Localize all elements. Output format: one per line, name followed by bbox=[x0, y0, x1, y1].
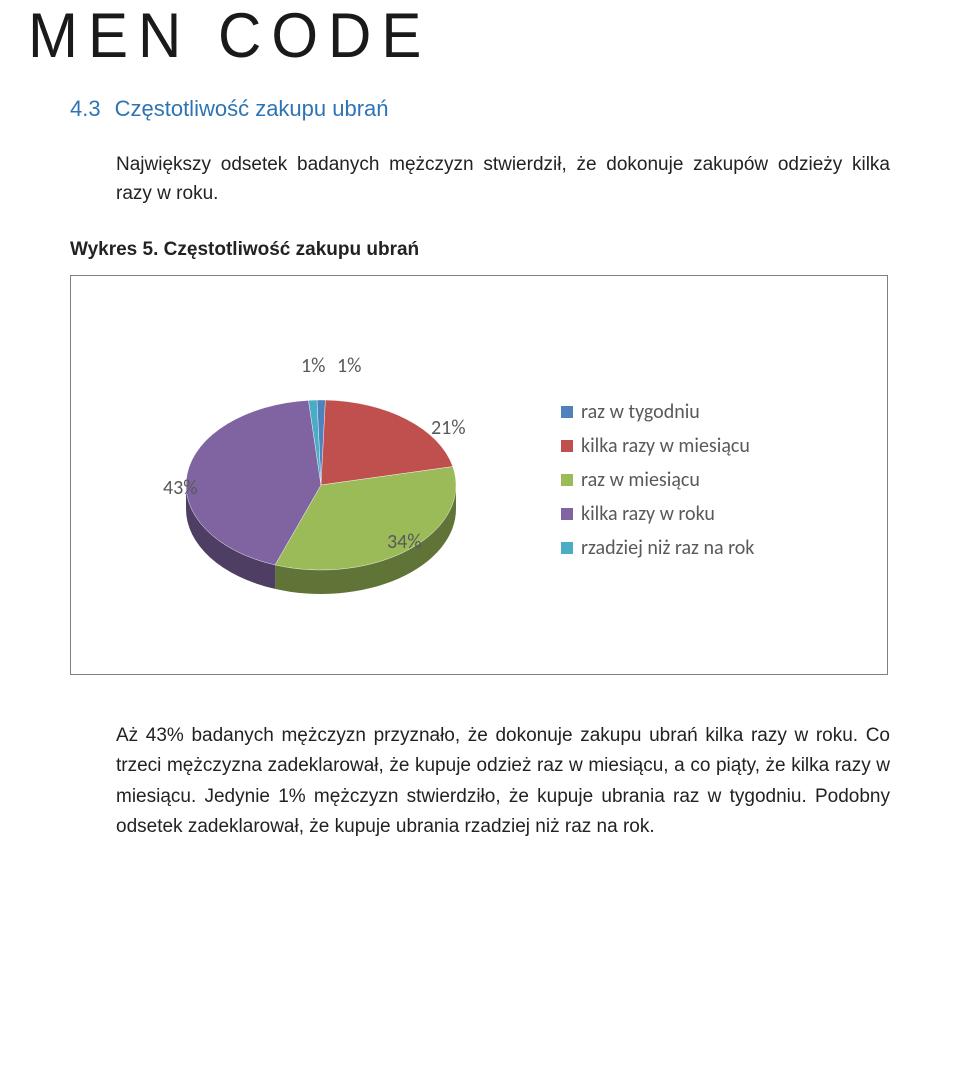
legend-swatch bbox=[561, 542, 573, 554]
legend-label: kilka razy w roku bbox=[581, 502, 715, 526]
legend-swatch bbox=[561, 474, 573, 486]
legend-swatch bbox=[561, 508, 573, 520]
brand-logo: MEN CODE bbox=[0, 0, 960, 68]
legend-item: rzadziej niż raz na rok bbox=[561, 536, 867, 560]
legend-item: kilka razy w roku bbox=[561, 502, 867, 526]
legend-label: raz w miesiącu bbox=[581, 468, 700, 492]
legend-label: kilka razy w miesiącu bbox=[581, 434, 750, 458]
legend-item: raz w tygodniu bbox=[561, 400, 867, 424]
chart-inner: 1% 1% 21% 34% 43% raz w tygodniu kilka ra… bbox=[71, 276, 887, 674]
chart-legend: raz w tygodniu kilka razy w miesiącu raz w… bbox=[541, 390, 867, 570]
pct-label-21: 21% bbox=[431, 416, 466, 440]
legend-label: rzadziej niż raz na rok bbox=[581, 536, 754, 560]
pct-label-1a: 1% bbox=[301, 354, 325, 378]
figure-caption-prefix: Wykres 5. bbox=[70, 239, 158, 260]
figure-caption: Wykres 5. Częstotliwość zakupu ubrań bbox=[70, 239, 890, 261]
body-paragraph: Aż 43% badanych mężczyzn przyznało, że d… bbox=[70, 721, 890, 843]
pct-label-34: 34% bbox=[387, 530, 422, 554]
content-region: 4.3 Częstotliwość zakupu ubrań Największ… bbox=[0, 66, 960, 842]
intro-paragraph: Największy odsetek badanych mężczyzn stw… bbox=[70, 150, 890, 209]
pct-label-43: 43% bbox=[163, 476, 198, 500]
legend-swatch bbox=[561, 406, 573, 418]
page: MEN CODE 4.3 Częstotliwość zakupu ubrań … bbox=[0, 0, 960, 1084]
pct-label-1b: 1% bbox=[337, 354, 361, 378]
pie-area: 1% 1% 21% 34% 43% bbox=[121, 330, 541, 630]
figure-caption-text: Częstotliwość zakupu ubrań bbox=[158, 239, 419, 260]
section-title: Częstotliwość zakupu ubrań bbox=[115, 96, 389, 122]
legend-swatch bbox=[561, 440, 573, 452]
pie-chart-container: 1% 1% 21% 34% 43% raz w tygodniu kilka ra… bbox=[70, 275, 888, 675]
legend-item: kilka razy w miesiącu bbox=[561, 434, 867, 458]
legend-label: raz w tygodniu bbox=[581, 400, 700, 424]
legend-item: raz w miesiącu bbox=[561, 468, 867, 492]
section-number: 4.3 bbox=[70, 96, 101, 122]
section-heading: 4.3 Częstotliwość zakupu ubrań bbox=[70, 96, 890, 122]
